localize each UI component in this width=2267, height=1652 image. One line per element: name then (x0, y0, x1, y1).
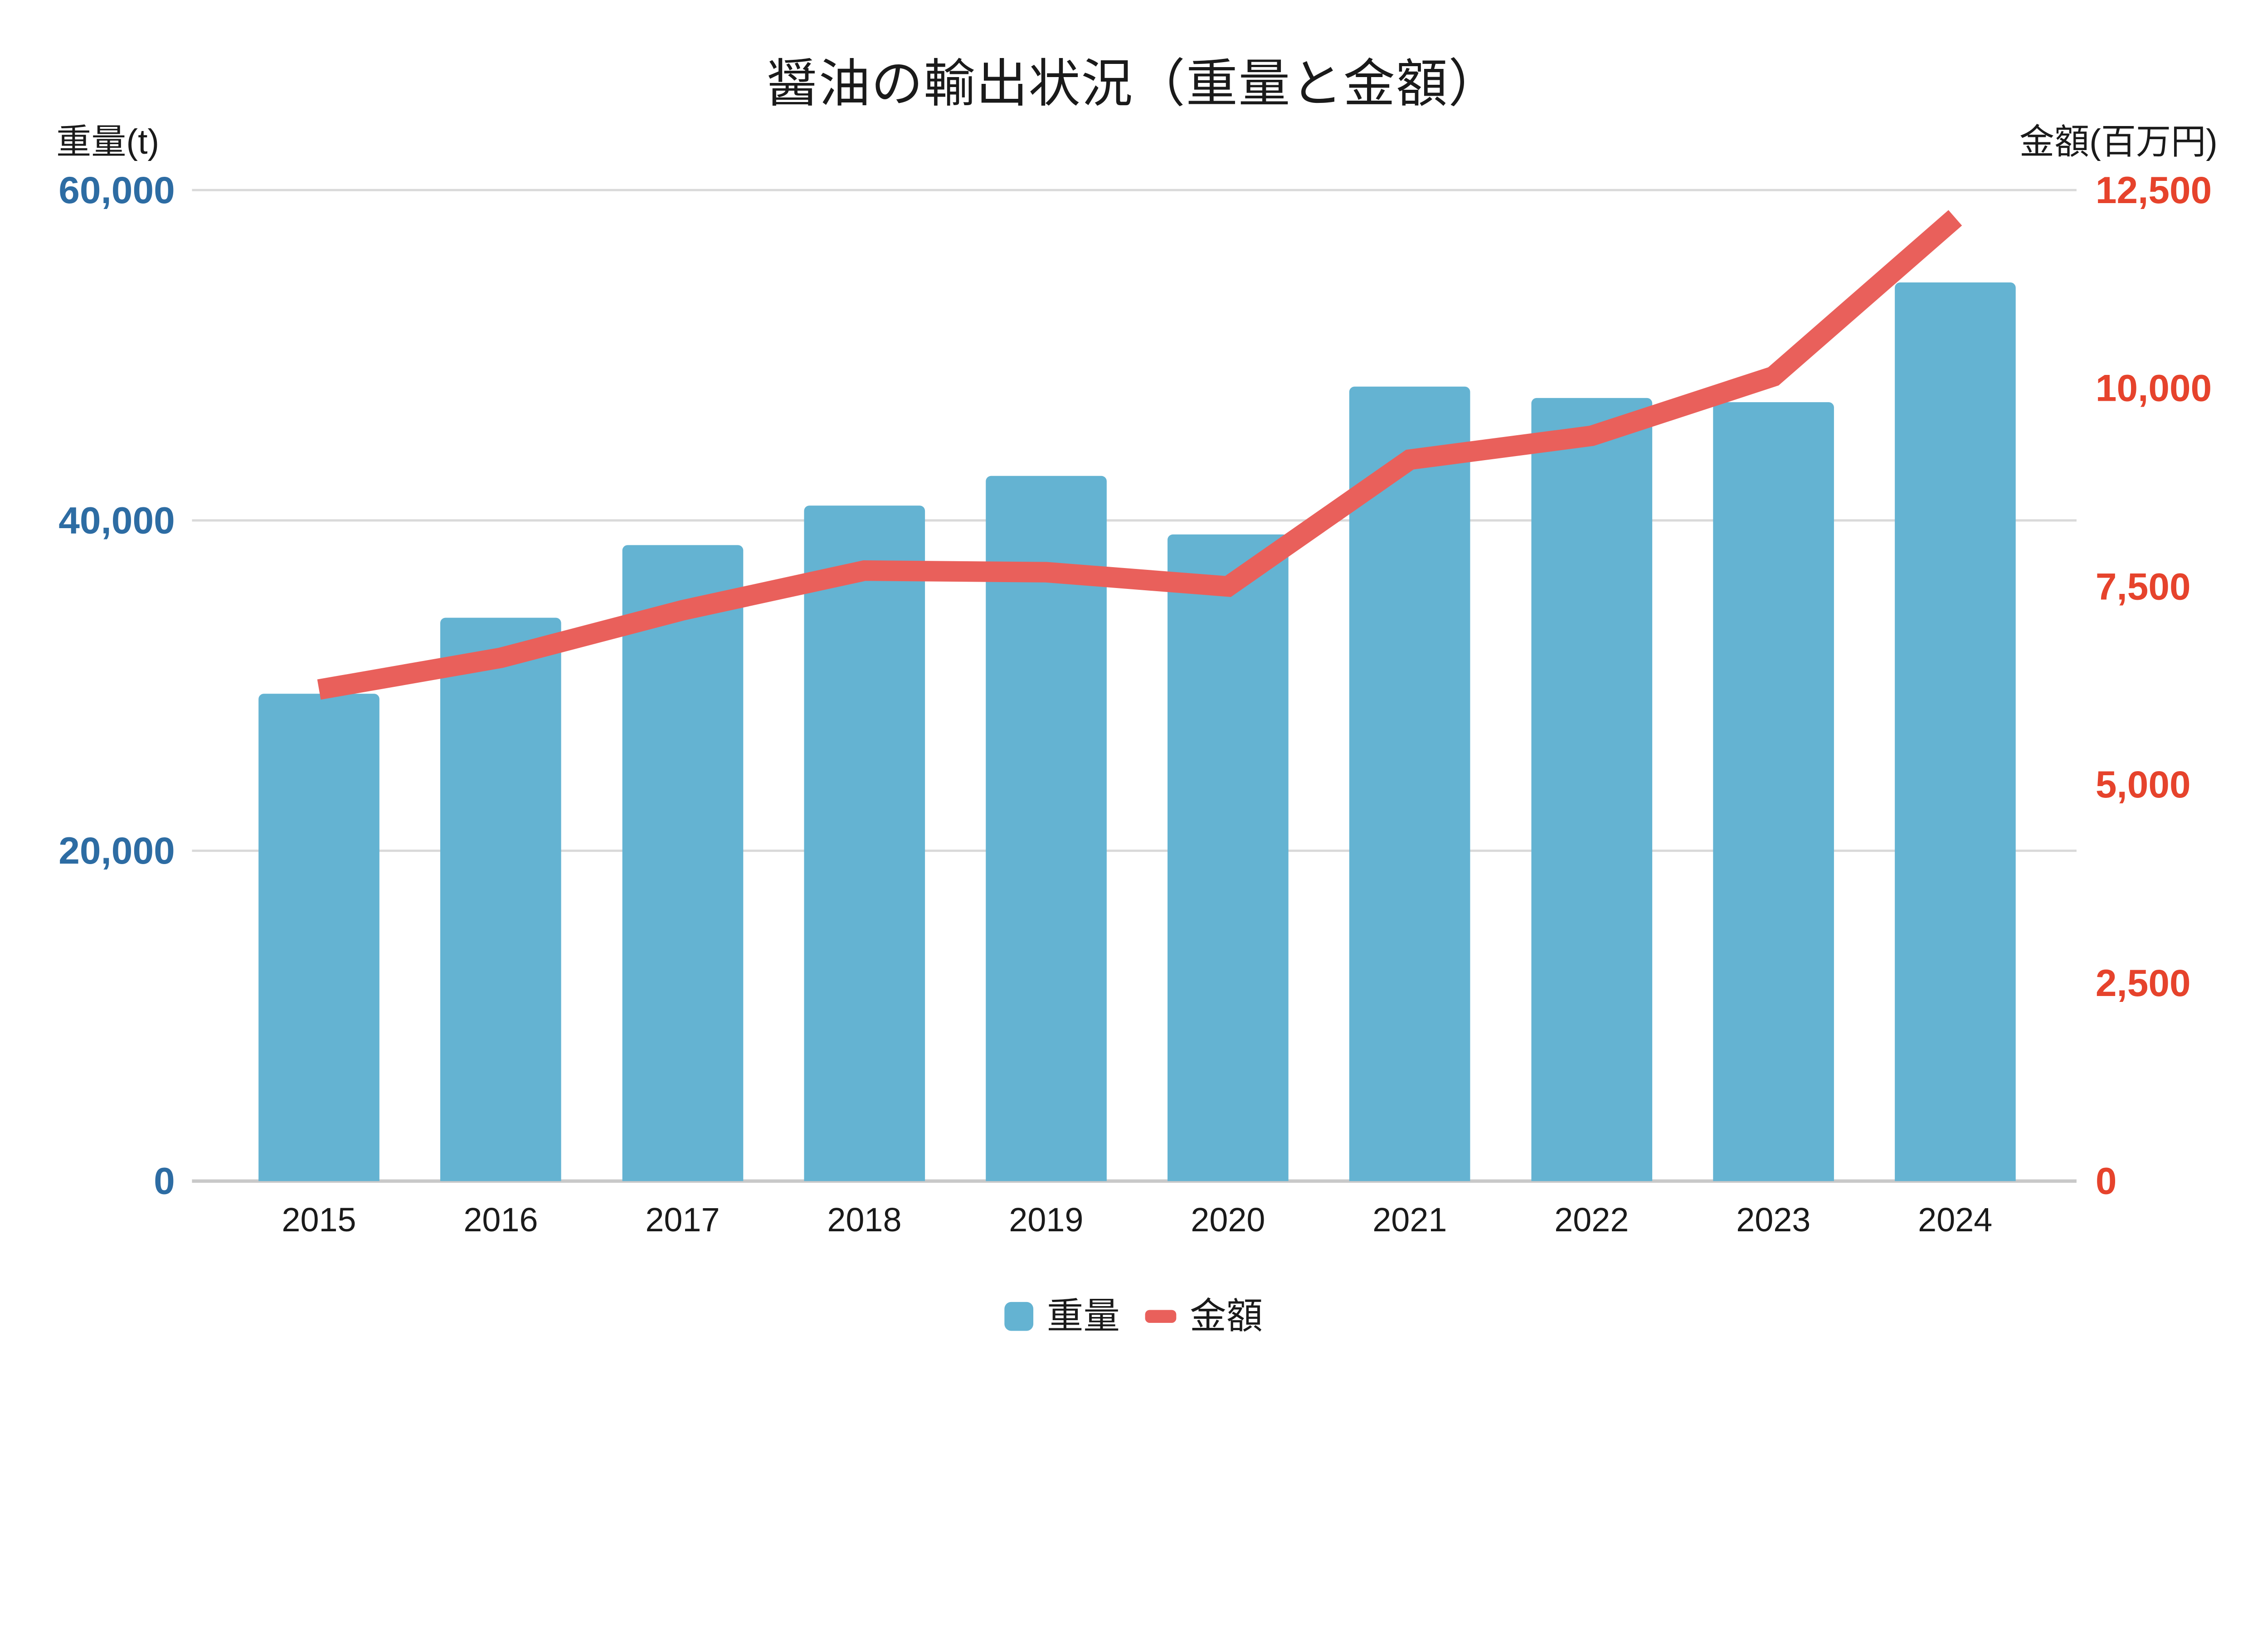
bar-2016 (440, 617, 561, 1181)
right-axis-title: 金額(百万円) (2019, 122, 2218, 161)
legend-weight-swatch-icon (1004, 1302, 1033, 1331)
bar-2022 (1531, 398, 1652, 1181)
right-axis-tick-label: 2,500 (2095, 962, 2191, 1004)
bar-2020 (1168, 534, 1289, 1181)
x-axis-label-2023: 2023 (1736, 1200, 1811, 1239)
left-axis-tick-label: 40,000 (58, 499, 175, 542)
gridline-60000 (192, 189, 2077, 191)
gridline-20000 (192, 850, 2077, 852)
legend-amount-label: 金額 (1190, 1296, 1263, 1337)
legend: 重量 金額 (0, 1296, 2267, 1337)
bar-2015 (258, 694, 379, 1181)
x-axis-label-2021: 2021 (1372, 1200, 1447, 1239)
bar-2019 (986, 476, 1107, 1181)
x-axis-label-2022: 2022 (1554, 1200, 1629, 1239)
bar-2017 (622, 545, 743, 1181)
x-axis-label-2019: 2019 (1009, 1200, 1084, 1239)
bar-2018 (804, 505, 925, 1181)
right-axis-tick-label: 0 (2095, 1160, 2117, 1203)
legend-weight-label: 重量 (1046, 1296, 1120, 1337)
chart-title: 醤油の輸出状況（重量と金額） (766, 54, 1501, 113)
chart-canvas: 醤油の輸出状況（重量と金額） 重量(t) 金額(百万円) 0 20,000 40,0… (0, 54, 2267, 1337)
right-axis-tick-label: 12,500 (2095, 169, 2212, 212)
legend-amount-swatch-icon (1145, 1310, 1176, 1323)
x-axis-label-2024: 2024 (1918, 1200, 1993, 1239)
bar-2024 (1895, 282, 2016, 1181)
left-axis-tick-label: 0 (154, 1160, 175, 1203)
amount-line-path (317, 210, 1962, 700)
x-axis-label-2018: 2018 (827, 1200, 902, 1239)
bar-2021 (1349, 386, 1470, 1181)
x-axis-label-2015: 2015 (282, 1200, 356, 1239)
left-axis-tick-label: 20,000 (58, 829, 175, 872)
left-axis-tick-label: 60,000 (58, 169, 175, 212)
right-axis-tick-label: 7,500 (2095, 565, 2191, 608)
left-axis-title: 重量(t) (56, 122, 160, 161)
bar-2023 (1713, 402, 1834, 1181)
x-axis-line (192, 1179, 2077, 1183)
right-axis-tick-label: 5,000 (2095, 763, 2191, 806)
right-axis-tick-label: 10,000 (2095, 367, 2212, 410)
x-axis-label-2017: 2017 (645, 1200, 720, 1239)
x-axis-label-2020: 2020 (1191, 1200, 1265, 1239)
x-axis-label-2016: 2016 (463, 1200, 538, 1239)
